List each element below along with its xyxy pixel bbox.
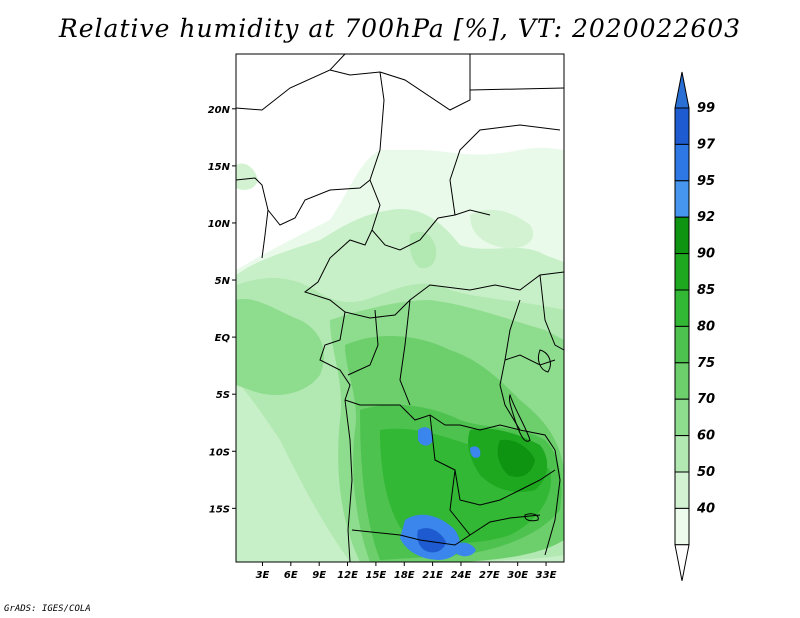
humidity-fields <box>236 147 564 562</box>
colorbar-segment <box>674 143 690 182</box>
rh-95-region <box>497 439 535 477</box>
colorbar-bottom-arrow <box>674 544 690 581</box>
lon-label: 12E <box>337 570 358 581</box>
lon-label: 6E <box>284 570 298 581</box>
colorbar-label: 75 <box>697 356 715 371</box>
grads-credit: GrADS: IGES/COLA <box>4 604 91 614</box>
lon-label: 15E <box>366 570 387 581</box>
colorbar-label: 70 <box>697 392 715 407</box>
colorbar-segment <box>674 398 690 437</box>
colorbar-label: 90 <box>697 247 715 262</box>
colorbar-top-arrow <box>674 71 690 109</box>
colorbar-segment <box>674 362 690 400</box>
rh-75-west <box>236 299 324 395</box>
longitude-axis: 3E 6E 9E 12E 15E 18E 21E 24E 27E 30E 33E <box>256 562 557 581</box>
lon-label: 9E <box>312 570 326 581</box>
colorbar-label: 40 <box>696 501 715 516</box>
country-borders <box>235 53 565 563</box>
colorbar-segment <box>674 507 690 546</box>
rh-50-north <box>236 163 258 190</box>
lake-outlines <box>509 349 551 522</box>
lat-label: 20N <box>208 105 231 116</box>
rh-97-patch-4 <box>455 542 476 557</box>
lat-label: 5S <box>216 390 230 401</box>
colorbar-label: 50 <box>697 465 715 480</box>
colorbar-segment <box>674 471 690 509</box>
rh-99-patch <box>417 528 446 553</box>
lon-label: 33E <box>536 570 557 581</box>
lat-label: 5N <box>215 276 231 287</box>
lat-label: 15N <box>208 162 231 173</box>
colorbar-label: 60 <box>697 429 715 444</box>
lat-label: 10S <box>209 447 230 458</box>
colorbar-segment <box>674 435 690 473</box>
colorbar-label: 92 <box>697 210 715 225</box>
rh-60-northeast <box>409 231 437 269</box>
rh-97-patch-1 <box>418 427 434 446</box>
lat-label: 10N <box>208 219 231 230</box>
lon-label: 24E <box>451 570 472 581</box>
colorbar-label: 99 <box>697 101 715 116</box>
colorbar-label: 85 <box>697 283 715 298</box>
lat-label: 15S <box>209 504 230 515</box>
colorbar-label: 95 <box>697 174 715 189</box>
map-title: Relative humidity at 700hPa [%], VT: 202… <box>58 14 742 43</box>
latitude-axis: 20N 15N 10N 5N EQ 5S 10S 15S <box>208 105 236 515</box>
colorbar-segment <box>674 325 690 364</box>
colorbar: 99 97 95 92 90 85 80 75 70 60 50 40 <box>674 71 716 581</box>
rh-97-patch-3 <box>470 446 481 458</box>
lon-label: 3E <box>256 570 270 581</box>
colorbar-segment <box>674 216 690 255</box>
map-frame <box>235 53 565 563</box>
lon-label: 21E <box>422 570 443 581</box>
lon-label: 30E <box>507 570 528 581</box>
colorbar-label: 80 <box>697 319 715 334</box>
colorbar-label: 97 <box>697 137 716 152</box>
colorbar-segment <box>674 253 690 291</box>
colorbar-segment <box>674 289 690 327</box>
map-panel: 20N 15N 10N 5N EQ 5S 10S 15S 3E 6E 9E 12E 15E 18E 21E… <box>208 53 565 581</box>
colorbar-segment <box>674 107 690 145</box>
lon-label: 27E <box>479 570 500 581</box>
lon-label: 18E <box>394 570 415 581</box>
lat-label: EQ <box>215 333 231 344</box>
rh-50-northeast <box>470 209 534 249</box>
colorbar-segment <box>674 180 690 218</box>
